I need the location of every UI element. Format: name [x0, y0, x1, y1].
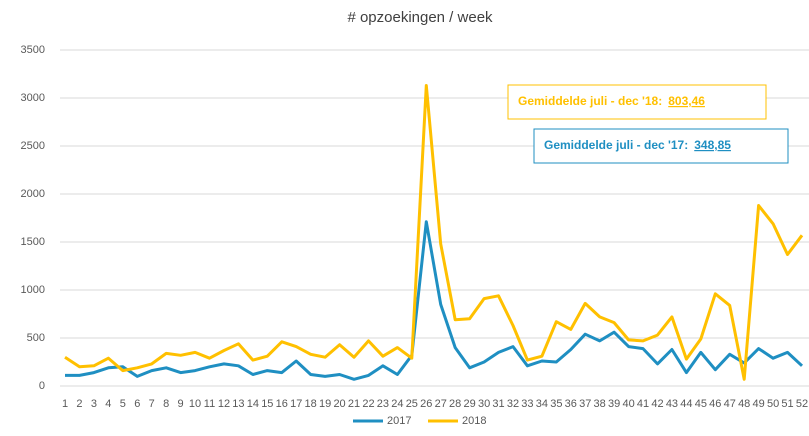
x-tick-label: 41: [637, 398, 649, 410]
x-tick-label: 39: [608, 398, 620, 410]
x-tick-label: 37: [579, 398, 591, 410]
x-tick-label: 18: [305, 398, 317, 410]
y-tick-label: 1500: [21, 236, 45, 248]
x-tick-label: 4: [105, 398, 111, 410]
chart-title: # opzoekingen / week: [347, 9, 493, 26]
annotation: Gemiddelde juli - dec '18: 803,46: [518, 94, 705, 108]
x-tick-label: 38: [594, 398, 606, 410]
x-tick-label: 24: [391, 398, 403, 410]
x-tick-label: 19: [319, 398, 331, 410]
x-tick-label: 30: [478, 398, 490, 410]
x-tick-label: 51: [781, 398, 793, 410]
x-tick-label: 3: [91, 398, 97, 410]
x-tick-label: 50: [767, 398, 779, 410]
x-tick-label: 49: [753, 398, 765, 410]
x-tick-label: 32: [507, 398, 519, 410]
annotation-box: [507, 84, 767, 120]
x-tick-label: 33: [521, 398, 533, 410]
x-tick-label: 40: [622, 398, 634, 410]
x-tick-label: 47: [724, 398, 736, 410]
y-tick-label: 0: [39, 380, 45, 392]
x-tick-label: 22: [362, 398, 374, 410]
x-tick-label: 15: [261, 398, 273, 410]
x-tick-label: 26: [420, 398, 432, 410]
x-tick-label: 7: [149, 398, 155, 410]
legend-label: 2018: [462, 415, 486, 427]
x-tick-label: 31: [492, 398, 504, 410]
y-tick-label: 500: [27, 332, 45, 344]
x-tick-label: 21: [348, 398, 360, 410]
x-tick-label: 36: [565, 398, 577, 410]
x-tick-label: 17: [290, 398, 302, 410]
x-tick-label: 35: [550, 398, 562, 410]
x-tick-label: 27: [435, 398, 447, 410]
annotation-value: 803,46: [668, 94, 705, 108]
x-tick-label: 2: [76, 398, 82, 410]
x-tick-label: 16: [276, 398, 288, 410]
annotation-value: 348,85: [694, 138, 731, 152]
x-tick-label: 52: [796, 398, 808, 410]
x-tick-label: 48: [738, 398, 750, 410]
x-tick-label: 8: [163, 398, 169, 410]
x-tick-label: 25: [406, 398, 418, 410]
x-tick-label: 46: [709, 398, 721, 410]
line-series: [64, 84, 804, 381]
x-tick-label: 14: [247, 398, 259, 410]
x-tick-label: 44: [680, 398, 692, 410]
x-tick-label: 28: [449, 398, 461, 410]
x-tick-label: 29: [464, 398, 476, 410]
y-tick-label: 3500: [21, 44, 45, 56]
annotation: Gemiddelde juli - dec '17: 348,85: [544, 138, 731, 152]
x-tick-label: 13: [232, 398, 244, 410]
annotation-text: Gemiddelde juli - dec '17:: [544, 138, 688, 152]
x-tick-label: 5: [120, 398, 126, 410]
x-tick-label: 6: [134, 398, 140, 410]
x-tick-label: 45: [695, 398, 707, 410]
y-tick-label: 1000: [21, 284, 45, 296]
y-tick-label: 3000: [21, 92, 45, 104]
line-series: [65, 220, 804, 381]
x-tick-label: 12: [218, 398, 230, 410]
x-tick-label: 10: [189, 398, 201, 410]
x-tick-label: 9: [178, 398, 184, 410]
y-tick-label: 2500: [21, 140, 45, 152]
y-tick-label: 2000: [21, 188, 45, 200]
x-tick-label: 42: [651, 398, 663, 410]
x-tick-label: 11: [204, 398, 215, 410]
annotation-text: Gemiddelde juli - dec '18:: [518, 94, 662, 108]
x-tick-label: 1: [62, 398, 68, 410]
x-tick-label: 43: [666, 398, 678, 410]
legend-label: 2017: [387, 415, 411, 427]
x-tick-label: 34: [536, 398, 548, 410]
x-tick-label: 20: [333, 398, 345, 410]
annotation-box: [533, 128, 789, 164]
x-tick-label: 23: [377, 398, 389, 410]
